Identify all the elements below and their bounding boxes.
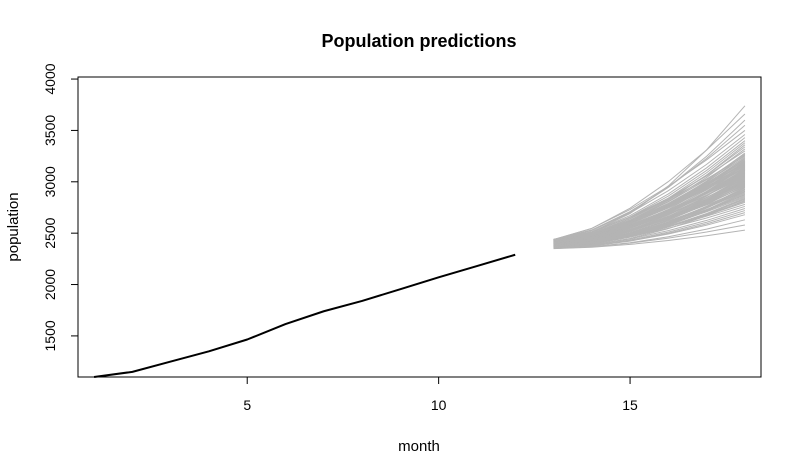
prediction-path-line	[553, 144, 746, 241]
y-tick-label: 4000	[42, 63, 58, 94]
prediction-path-line	[553, 199, 746, 249]
x-axis-label: month	[398, 438, 440, 455]
y-tick-label: 2500	[42, 217, 58, 248]
prediction-series	[553, 105, 746, 250]
x-tick-label: 15	[622, 397, 638, 413]
chart-title: Population predictions	[321, 31, 516, 51]
prediction-path-line	[553, 105, 746, 240]
x-tick-label: 5	[243, 397, 251, 413]
prediction-path-line	[553, 172, 746, 245]
prediction-path-line	[553, 113, 746, 240]
y-axis: 1500 2000 2500 3000 3500 4000	[42, 63, 79, 351]
y-tick-label: 2000	[42, 269, 58, 300]
observed-series-line	[93, 253, 516, 378]
y-tick-label: 3000	[42, 166, 58, 197]
prediction-path-line	[553, 183, 746, 246]
x-tick-label: 10	[431, 397, 447, 413]
prediction-path-line	[553, 160, 746, 242]
prediction-path-line	[553, 219, 746, 249]
prediction-path-line	[553, 142, 746, 241]
y-tick-label: 1500	[42, 320, 58, 351]
y-axis-label: population	[5, 192, 22, 261]
x-axis: 5 10 15	[243, 376, 638, 413]
prediction-path-line	[553, 165, 746, 243]
prediction-path-line	[553, 187, 746, 247]
prediction-path-line	[553, 152, 746, 242]
y-tick-label: 3500	[42, 115, 58, 146]
